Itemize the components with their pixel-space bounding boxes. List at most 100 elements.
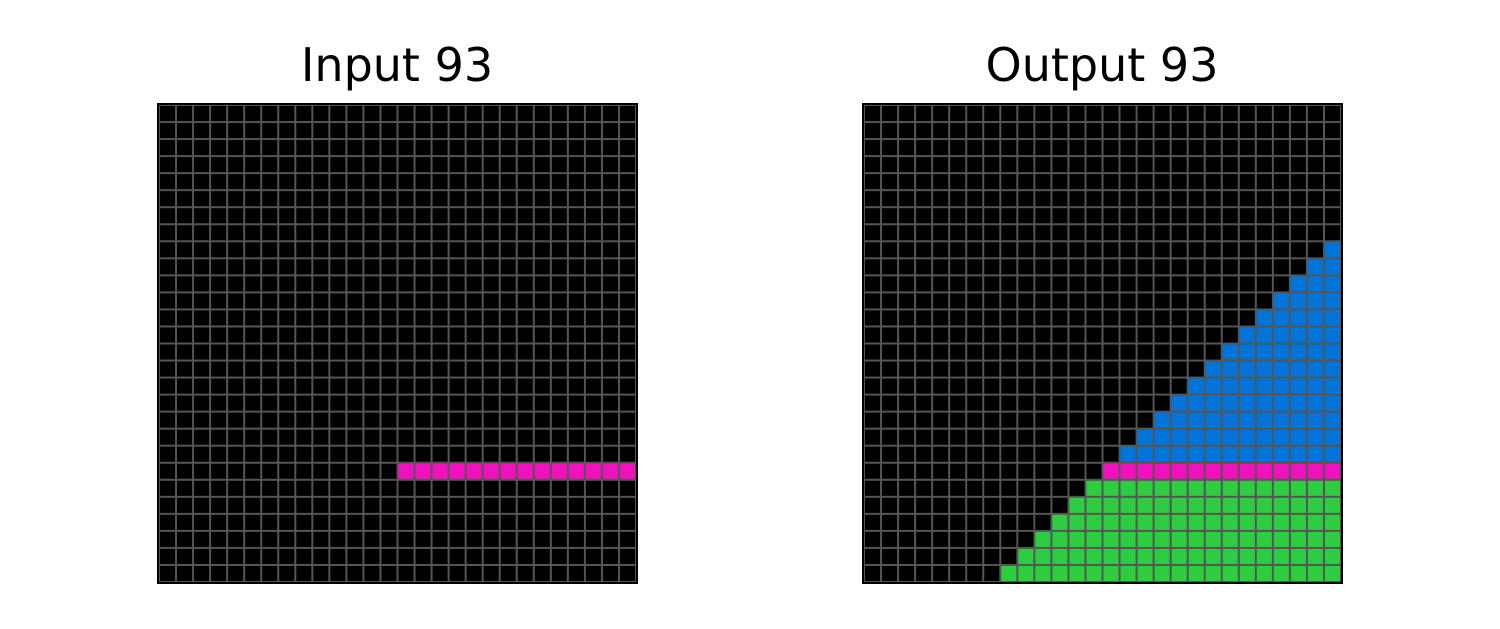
cell-empty xyxy=(483,531,499,547)
cell-empty xyxy=(160,310,176,326)
cell-empty xyxy=(194,327,210,343)
cell-empty xyxy=(568,514,584,530)
cell-blue xyxy=(1256,378,1272,394)
cell-empty xyxy=(602,361,618,377)
cell-empty xyxy=(1001,174,1017,190)
cell-empty xyxy=(1154,140,1170,156)
cell-empty xyxy=(865,463,881,479)
cell-green xyxy=(1137,531,1153,547)
cell-empty xyxy=(984,548,1000,564)
cell-empty xyxy=(211,123,227,139)
cell-green xyxy=(1052,514,1068,530)
cell-empty xyxy=(1103,157,1119,173)
cell-empty xyxy=(466,446,482,462)
cell-empty xyxy=(1137,327,1153,343)
cell-empty xyxy=(330,225,346,241)
cell-empty xyxy=(398,429,414,445)
cell-empty xyxy=(1052,225,1068,241)
cell-blue xyxy=(1273,446,1289,462)
cell-blue xyxy=(1188,395,1204,411)
cell-empty xyxy=(602,174,618,190)
cell-magenta xyxy=(1239,463,1255,479)
cell-blue xyxy=(1256,412,1272,428)
cell-empty xyxy=(1035,208,1051,224)
cell-green xyxy=(1018,548,1034,564)
cell-empty xyxy=(865,531,881,547)
cell-empty xyxy=(1222,276,1238,292)
cell-empty xyxy=(984,225,1000,241)
cell-empty xyxy=(347,327,363,343)
cell-empty xyxy=(984,191,1000,207)
cell-empty xyxy=(466,106,482,122)
cell-empty xyxy=(160,106,176,122)
cell-empty xyxy=(882,429,898,445)
cell-empty xyxy=(262,140,278,156)
cell-empty xyxy=(211,242,227,258)
cell-empty xyxy=(432,327,448,343)
cell-empty xyxy=(1069,106,1085,122)
cell-empty xyxy=(1188,208,1204,224)
cell-empty xyxy=(1256,208,1272,224)
cell-empty xyxy=(500,140,516,156)
cell-green xyxy=(1137,565,1153,581)
cell-empty xyxy=(1069,191,1085,207)
cell-empty xyxy=(984,446,1000,462)
cell-empty xyxy=(1035,412,1051,428)
cell-empty xyxy=(1086,361,1102,377)
cell-empty xyxy=(1171,293,1187,309)
cell-empty xyxy=(551,480,567,496)
cell-empty xyxy=(865,174,881,190)
cell-empty xyxy=(568,293,584,309)
cell-empty xyxy=(1205,276,1221,292)
cell-empty xyxy=(330,310,346,326)
cell-empty xyxy=(500,208,516,224)
cell-empty xyxy=(262,293,278,309)
cell-empty xyxy=(1154,310,1170,326)
cell-empty xyxy=(381,361,397,377)
cell-empty xyxy=(381,140,397,156)
cell-blue xyxy=(1154,446,1170,462)
cell-empty xyxy=(1103,378,1119,394)
cell-empty xyxy=(1069,242,1085,258)
cell-empty xyxy=(1188,225,1204,241)
cell-empty xyxy=(1290,259,1306,275)
cell-empty xyxy=(1052,344,1068,360)
cell-empty xyxy=(916,395,932,411)
cell-empty xyxy=(517,395,533,411)
cell-empty xyxy=(568,429,584,445)
cell-empty xyxy=(432,174,448,190)
cell-empty xyxy=(398,242,414,258)
cell-empty xyxy=(1035,429,1051,445)
cell-empty xyxy=(160,140,176,156)
cell-empty xyxy=(619,446,635,462)
cell-empty xyxy=(568,157,584,173)
cell-empty xyxy=(967,395,983,411)
cell-empty xyxy=(466,480,482,496)
cell-green xyxy=(1239,480,1255,496)
cell-empty xyxy=(933,429,949,445)
cell-empty xyxy=(500,242,516,258)
cell-blue xyxy=(1239,378,1255,394)
cell-empty xyxy=(500,429,516,445)
cell-green xyxy=(1137,514,1153,530)
cell-empty xyxy=(381,548,397,564)
cell-empty xyxy=(967,412,983,428)
cell-empty xyxy=(1188,361,1204,377)
cell-empty xyxy=(432,429,448,445)
cell-empty xyxy=(899,480,915,496)
cell-empty xyxy=(568,344,584,360)
cell-empty xyxy=(585,514,601,530)
cell-empty xyxy=(1086,378,1102,394)
cell-empty xyxy=(916,548,932,564)
cell-empty xyxy=(449,378,465,394)
cell-empty xyxy=(347,208,363,224)
cell-blue xyxy=(1324,259,1340,275)
cell-empty xyxy=(585,174,601,190)
cell-empty xyxy=(364,429,380,445)
cell-empty xyxy=(160,242,176,258)
cell-blue xyxy=(1239,327,1255,343)
cell-empty xyxy=(1137,157,1153,173)
cell-magenta xyxy=(398,463,414,479)
cell-empty xyxy=(1222,157,1238,173)
cell-empty xyxy=(296,106,312,122)
